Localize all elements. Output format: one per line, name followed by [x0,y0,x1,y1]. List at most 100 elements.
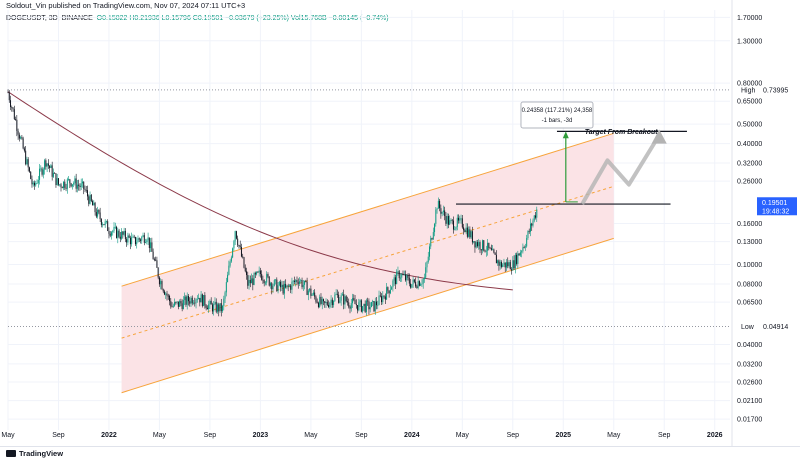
symbol-label[interactable]: DOGEUSDT, 3D, BINANCE [6,15,93,22]
candle-body [136,242,138,245]
candle-body [391,287,393,290]
candle-body [329,302,331,307]
tradingview-logo[interactable]: TradingView [6,449,63,458]
candle-body [134,237,136,245]
candle-body [258,270,260,273]
candle-body [504,262,506,268]
candle-body [193,302,195,304]
candle-body [179,301,181,307]
projection-arrows [580,129,667,206]
time-axis: May Sep 2022 May Sep 2023 May Sep 2024 May Sep 2025… [1,432,722,439]
candle-body [392,280,394,288]
candle-body [449,220,451,225]
candle-body [388,290,390,294]
time-tick-label: Sep [52,432,65,439]
price-tick-label: 0.65000 [737,99,762,106]
candle-body [379,295,381,297]
candle-body [360,300,362,312]
candle-body [482,240,484,251]
time-tick-label: Sep [507,432,520,439]
candle-body [498,260,500,266]
candle-body [256,271,258,275]
candle-body [466,227,468,237]
candle-body [213,303,215,312]
candle-body [454,229,456,231]
candle-body [150,242,152,249]
decay-curve [7,91,513,291]
candle-body [339,300,341,303]
candle-body [79,185,81,188]
candle-body [64,181,66,188]
candle-body [76,184,78,189]
candle-body [40,168,42,170]
candle-body [208,304,210,310]
candle-body [155,259,157,261]
candle-body [340,295,342,301]
candle-body [267,274,269,277]
candle-body [511,269,513,271]
candle-body [475,242,477,248]
candle-body [277,285,279,292]
candle-body [225,282,227,293]
candle-body [65,187,67,189]
candle-body [238,245,240,247]
candle-body [521,251,523,253]
candle-body [497,260,499,264]
candle-body [446,216,448,224]
candle-body [244,267,246,272]
price-tick-label: 0.26000 [737,179,762,186]
candle-body [196,298,198,300]
candle-body [26,159,28,165]
candle-body [370,302,372,308]
candle-body [237,238,239,246]
candle-body [445,215,447,224]
candle-body [442,210,444,213]
candle-body [405,274,407,281]
candle-body [52,172,54,177]
publish-info: Soldout_Vin published on TradingView.com… [6,1,246,10]
candle-body [382,295,384,303]
high-label: High [741,87,756,94]
price-tick-label: 0.08000 [737,281,762,288]
candle-body [516,254,518,264]
candle-body [487,242,489,251]
candle-body [57,178,59,185]
high-value: 0.73995 [763,87,788,94]
candle-body [276,279,278,292]
candle-body [312,292,314,295]
candle-body [432,232,434,240]
candle-body [408,277,410,284]
candle-body [69,179,71,184]
candle-body [160,281,162,285]
candle-body [88,196,90,204]
candle-body [353,298,355,301]
candle-body [74,178,76,184]
candle-body [427,256,429,262]
candle-body [116,226,118,238]
candle-body [32,182,34,185]
price-tick-label: 0.03200 [737,361,762,368]
price-tick-label: 0.16000 [737,221,762,228]
candle-body [317,302,319,307]
candle-body [41,168,43,175]
candle-body [499,262,501,266]
candle-body [127,235,129,243]
time-tick-label: May [1,432,15,439]
candle-body [535,215,537,218]
candle-body [219,303,221,312]
candle-body [182,300,184,310]
candle-body [288,285,290,287]
candle-body [474,241,476,248]
candle-body [367,300,369,302]
candle-body [418,281,420,286]
measure-label-2: -1 bars, -3d [542,118,573,124]
candle-body [500,262,502,267]
candle-body [156,260,158,268]
candle-body [290,285,292,290]
candle-body [299,281,301,284]
candle-body [425,267,427,278]
candle-body [330,299,332,303]
candle-body [282,284,284,294]
candle-body [430,238,432,247]
